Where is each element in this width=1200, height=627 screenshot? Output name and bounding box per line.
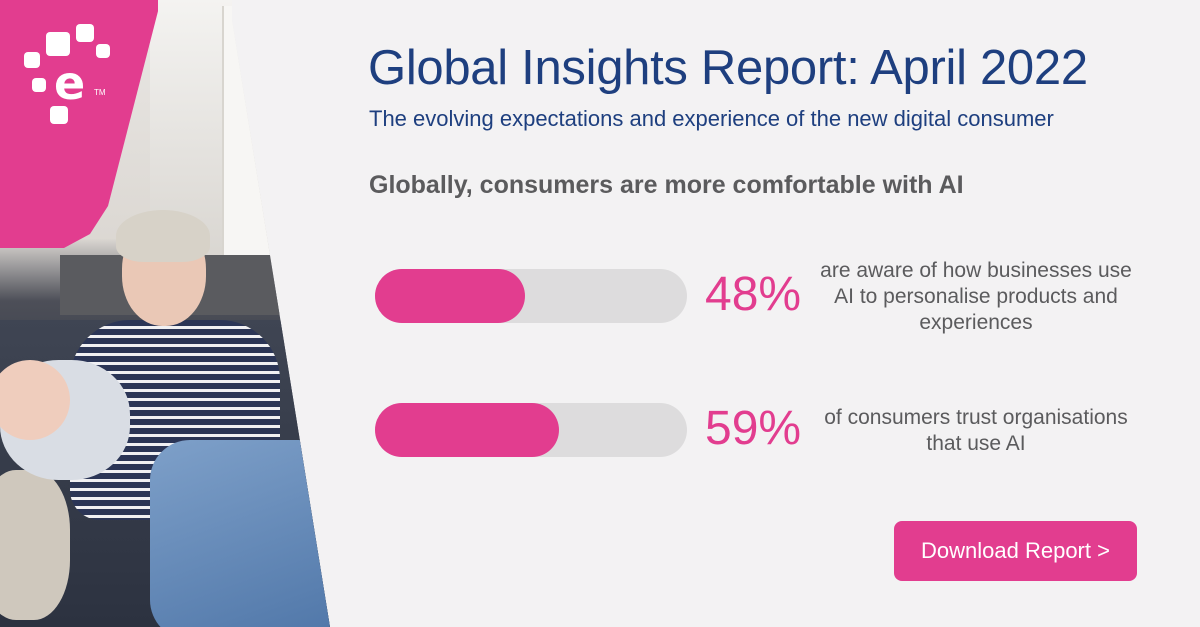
headline: Globally, consumers are more comfortable… [369,171,964,199]
logo-dot [46,32,70,56]
progress-fill [375,403,560,457]
logo-dot [32,78,46,92]
logo-dot [96,44,110,58]
stat-percent: 59% [705,402,802,455]
report-title: Global Insights Report: April 2022 [368,41,1088,95]
photo-cabinet [222,6,330,256]
photo-person-hair [116,210,210,262]
logo-letter: e [54,56,86,110]
download-report-button[interactable]: Download Report > [894,521,1137,581]
progress-track [375,403,687,457]
photo-pillow [0,470,70,620]
brand-logo: e TM [24,22,114,132]
report-subtitle: The evolving expectations and experience… [369,106,1054,131]
stat-percent: 48% [705,268,802,321]
stat-item: 48% are aware of how businesses use AI t… [375,259,1145,334]
logo-dot [24,52,40,68]
stat-item: 59% of consumers trust organisations tha… [375,401,1145,461]
logo-trademark: TM [94,88,106,97]
photo-person-jeans [150,440,330,627]
stat-description: are aware of how businesses use AI to pe… [820,259,1132,334]
logo-dot [50,106,68,124]
photo-counter [60,255,330,315]
logo-dot [76,24,94,42]
photo-baby-head [0,360,70,440]
progress-track [375,269,687,323]
progress-fill [375,269,525,323]
stat-description: of consumers trust organisations that us… [824,406,1128,455]
